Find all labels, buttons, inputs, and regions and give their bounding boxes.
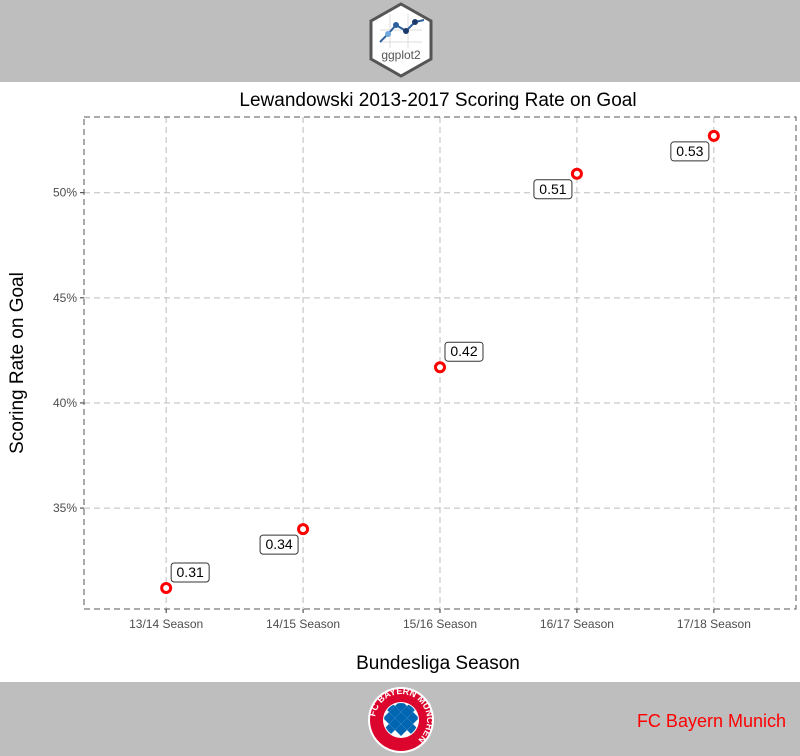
data-point xyxy=(297,523,310,536)
data-label-box xyxy=(444,341,484,362)
chart-title: Lewandowski 2013-2017 Scoring Rate on Go… xyxy=(239,90,636,111)
ggplot2-logo-text: ggplot2 xyxy=(381,48,421,62)
x-axis-title: Bundesliga Season xyxy=(356,653,520,674)
data-point xyxy=(434,361,446,374)
data-label: 0.53 xyxy=(676,143,703,159)
data-label-box xyxy=(170,562,210,583)
x-tick-label: 17/18 Season xyxy=(677,617,751,631)
data-label: 0.34 xyxy=(265,536,292,552)
scoring-rate-chart: Lewandowski 2013-2017 Scoring Rate on Go… xyxy=(7,90,797,674)
y-axis-title: Scoring Rate on Goal xyxy=(7,272,28,454)
y-tick-label: 45% xyxy=(53,291,77,305)
data-label-box xyxy=(533,179,573,200)
data-points xyxy=(160,129,720,594)
data-label-box xyxy=(259,534,299,555)
x-tick-label: 15/16 Season xyxy=(403,617,477,631)
y-tick-label: 35% xyxy=(53,501,77,515)
data-labels: 0.31 0.34 0.42 0.51 0.53 xyxy=(170,141,710,583)
data-point xyxy=(707,129,720,142)
y-tick-label: 50% xyxy=(53,186,77,200)
data-label: 0.51 xyxy=(539,181,566,197)
data-point xyxy=(160,581,173,594)
ggplot2-hex-logo-icon: ggplot2 xyxy=(369,2,433,78)
data-label: 0.42 xyxy=(450,343,477,359)
fc-bayern-crest-icon: FC BAYERN MÜNCHEN xyxy=(367,686,435,753)
grid-layer xyxy=(84,117,796,609)
y-axis: 35% 40% 45% 50% xyxy=(53,186,84,515)
data-label: 0.31 xyxy=(177,564,204,580)
data-point xyxy=(570,167,583,180)
data-label-box xyxy=(670,141,710,162)
x-tick-label: 16/17 Season xyxy=(540,617,614,631)
x-tick-label: 13/14 Season xyxy=(129,617,203,631)
footer-club-name: FC Bayern Munich xyxy=(636,711,786,731)
x-tick-label: 14/15 Season xyxy=(266,617,340,631)
x-axis: 13/14 Season 14/15 Season 15/16 Season 16/1… xyxy=(129,609,751,631)
y-tick-label: 40% xyxy=(53,396,77,410)
